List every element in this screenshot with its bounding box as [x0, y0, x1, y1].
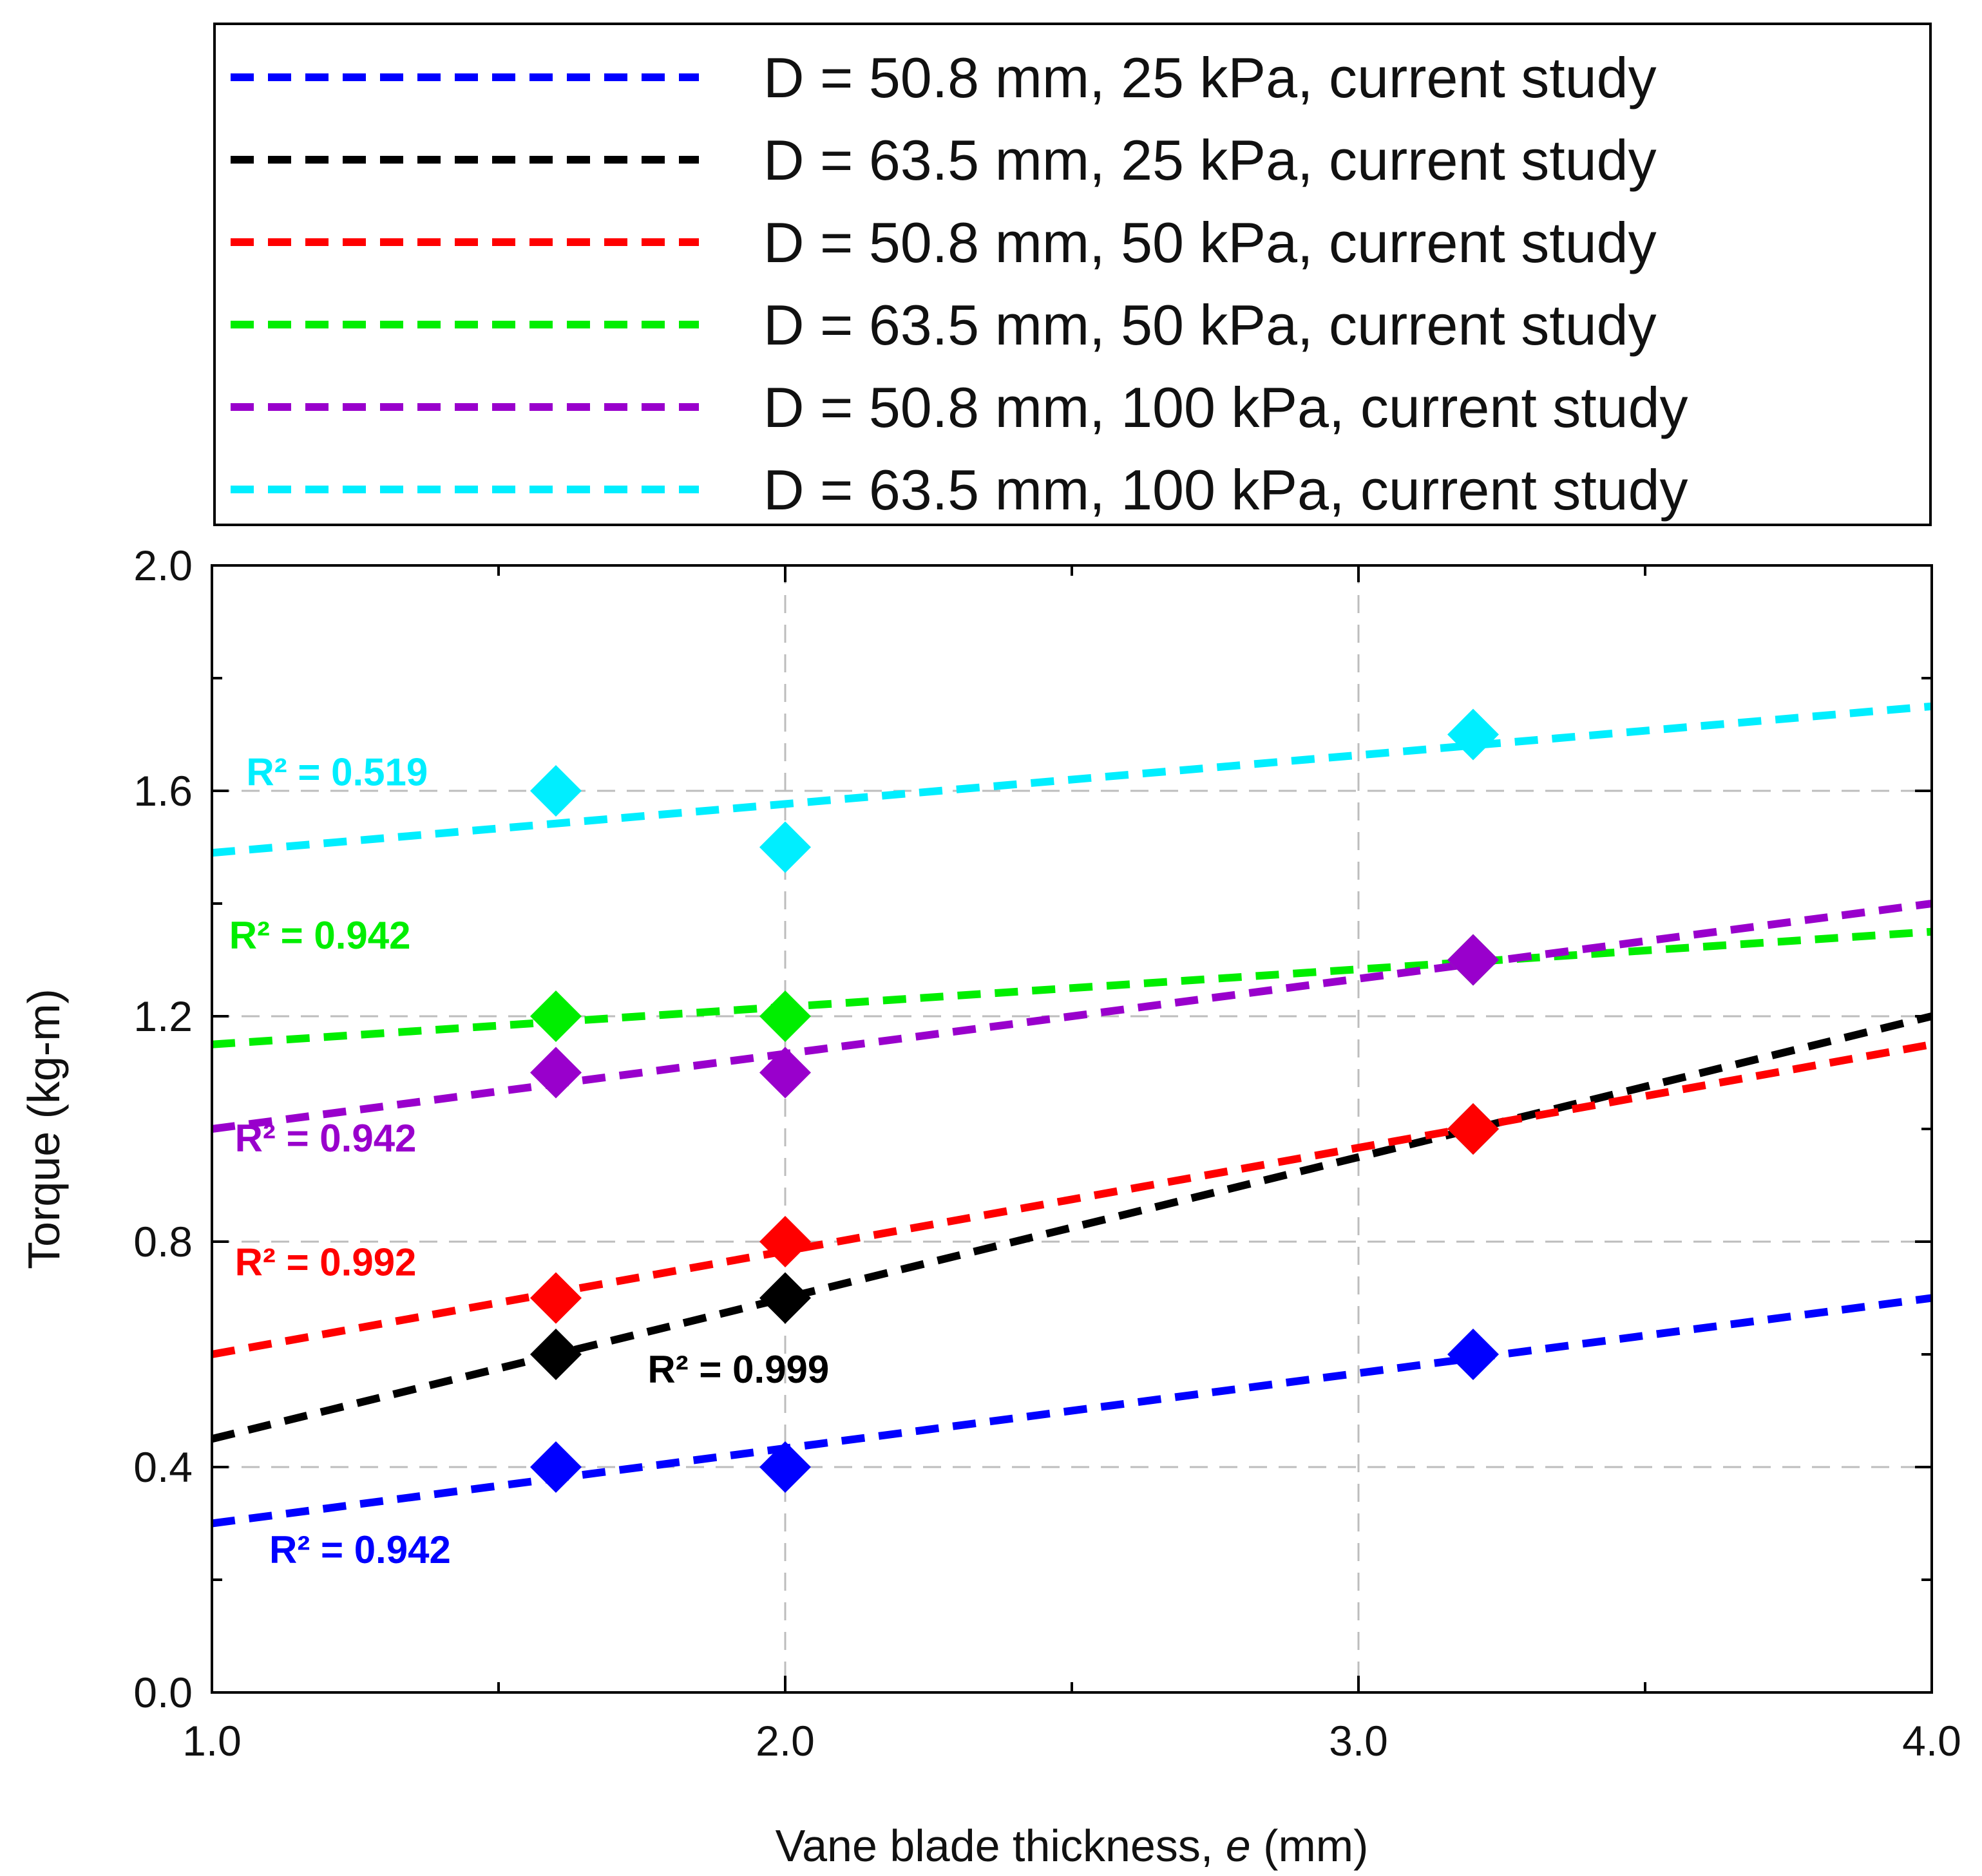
r2-label: R² = 0.942 — [269, 1528, 451, 1571]
y-tick-label: 1.6 — [133, 767, 193, 815]
x-axis-title: Vane blade thickness, e (mm) — [776, 1821, 1369, 1871]
grid — [212, 565, 1932, 1692]
plot-background — [212, 565, 1932, 1692]
data-point-diamond — [1447, 708, 1499, 761]
trendline — [211, 1294, 1932, 1528]
data-point-diamond — [530, 1047, 582, 1099]
y-axis-title: Torque (kg-m) — [19, 989, 69, 1269]
data-point-diamond — [759, 1441, 811, 1493]
legend-label: D = 63.5 mm, 100 kPa, current study — [763, 458, 1688, 522]
legend-label: D = 50.8 mm, 25 kPa, current study — [763, 46, 1657, 109]
data-point-diamond — [759, 1216, 811, 1267]
legend-label: D = 63.5 mm, 50 kPa, current study — [763, 293, 1657, 357]
x-tick-label: 3.0 — [1329, 1717, 1388, 1765]
trendline — [211, 927, 1932, 1048]
r2-label: R² = 0.942 — [235, 1117, 417, 1160]
y-tick-labels: 0.0 0.4 0.8 1.2 1.6 2.0 — [133, 542, 193, 1716]
x-axis-title-prefix: Vane blade thickness, — [776, 1821, 1226, 1871]
trendline — [211, 702, 1932, 857]
y-tick-label: 2.0 — [133, 542, 193, 589]
legend-label: D = 50.8 mm, 50 kPa, current study — [763, 211, 1657, 274]
data-point-diamond — [759, 1047, 811, 1099]
data-point-diamond — [1447, 1329, 1499, 1380]
trendline — [211, 1040, 1933, 1358]
plot-area: R² = 0.942 R² = 0.999 R² = 0.992 R² = 0.942… — [211, 564, 1933, 1694]
r2-label: R² = 0.992 — [235, 1241, 417, 1284]
data-point-diamond — [530, 1329, 582, 1380]
data-point-diamond — [530, 1272, 582, 1324]
x-tick-labels: 1.0 2.0 3.0 4.0 — [182, 1717, 1961, 1765]
y-tick-label: 0.8 — [133, 1218, 193, 1265]
plot-frame — [211, 564, 1933, 1694]
trendline — [211, 900, 1932, 1133]
legend-label: D = 63.5 mm, 25 kPa, current study — [763, 128, 1657, 192]
r2-labels: R² = 0.942 R² = 0.999 R² = 0.992 R² = 0.942… — [229, 750, 830, 1571]
data-point-diamond — [1447, 1103, 1499, 1155]
r2-label: R² = 0.942 — [229, 914, 411, 957]
legend-label: D = 50.8 mm, 100 kPa, current study — [763, 375, 1688, 439]
data-markers — [530, 708, 1499, 1493]
y-tick-label: 0.4 — [133, 1443, 193, 1491]
r2-label: R² = 0.999 — [647, 1348, 829, 1391]
x-tick-label: 1.0 — [182, 1717, 242, 1765]
data-point-diamond — [759, 1272, 811, 1324]
r2-label: R² = 0.519 — [246, 750, 428, 793]
data-point-diamond — [530, 990, 582, 1042]
x-tick-label: 4.0 — [1902, 1717, 1961, 1765]
trendlines — [211, 702, 1933, 1528]
x-tick-label: 2.0 — [756, 1717, 815, 1765]
x-axis-title-italic: e — [1226, 1821, 1251, 1871]
legend-entries: D = 50.8 mm, 25 kPa, current study D = 63… — [231, 46, 1688, 522]
x-axis-title-suffix: (mm) — [1251, 1821, 1369, 1871]
data-point-diamond — [759, 821, 811, 873]
data-point-diamond — [1447, 934, 1499, 986]
y-tick-label: 1.2 — [133, 992, 193, 1040]
legend-box — [213, 23, 1932, 526]
data-point-diamond — [530, 1441, 582, 1493]
y-tick-label: 0.0 — [133, 1669, 193, 1716]
data-point-diamond — [530, 765, 582, 817]
trendline — [211, 1012, 1933, 1443]
data-point-diamond — [759, 990, 811, 1042]
legend: D = 50.8 mm, 25 kPa, current study D = 63… — [213, 23, 1932, 526]
